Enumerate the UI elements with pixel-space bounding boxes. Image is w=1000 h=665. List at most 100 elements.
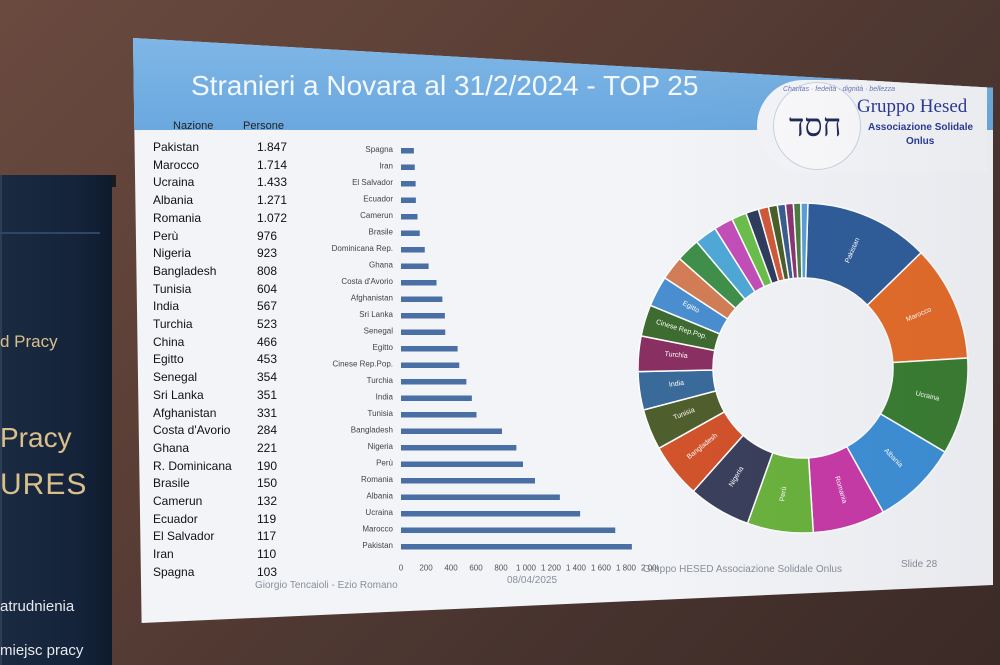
bar-category-label: Perù <box>376 459 393 468</box>
table-header-people: Persone <box>243 120 284 132</box>
table-row: Nigeria 923 <box>153 246 293 264</box>
footer-slide-number: Slide 28 <box>901 559 938 570</box>
bar-category-label: Tunisia <box>368 409 394 418</box>
bar <box>401 395 472 401</box>
table-cell-people: 604 <box>257 281 278 296</box>
logo-hebrew-text: חסד <box>789 106 842 144</box>
x-tick-label: 0 <box>399 564 404 573</box>
table-cell-people: 331 <box>257 405 278 420</box>
table-cell-people: 523 <box>257 317 278 331</box>
bar <box>401 445 517 451</box>
logo-ring-text: Charitas · fedeltà · dignità · bellezza <box>783 86 896 93</box>
table-row: Ucraina 1.433 <box>153 175 293 193</box>
table-cell-nation: India <box>153 299 180 314</box>
table-cell-people: 354 <box>257 370 278 385</box>
projected-slide: Stranieri a Novara al 31/2/2024 - TOP 25… <box>133 38 993 623</box>
rollup-banner <box>0 175 112 665</box>
table-cell-people: 1.433 <box>257 175 288 190</box>
table-row: Camerun 132 <box>153 494 293 512</box>
bar <box>401 197 416 203</box>
table-header-nation: Nazione <box>173 120 214 132</box>
table-cell-people: 117 <box>257 529 277 544</box>
banner-text-1: d Pracy <box>0 332 58 351</box>
table-row: Albania 1.271 <box>153 193 293 211</box>
slide-title: Stranieri a Novara al 31/2/2024 - TOP 25 <box>191 70 699 101</box>
table-row: Spagna 103 <box>153 565 293 583</box>
table-row: R. Dominicana 190 <box>153 459 293 477</box>
bar-category-label: Pakistan <box>362 541 393 550</box>
footer-date: 08/04/2025 <box>507 575 558 586</box>
bar <box>401 461 523 467</box>
x-tick-label: 1 400 <box>566 564 587 573</box>
table-cell-nation: Bangladesh <box>153 263 217 278</box>
bar <box>401 280 437 286</box>
bar-category-label: Afghanistan <box>351 294 393 303</box>
horizontal-bar-chart: Spagna Iran El Salvador Ecuador Camerun Brasi… <box>332 145 658 573</box>
org-subtitle-2: Onlus <box>906 136 935 147</box>
table-cell-people: 1.847 <box>257 140 288 154</box>
table-cell-people: 453 <box>257 352 278 367</box>
org-name: Gruppo Hesed <box>857 96 968 117</box>
table-cell-people: 190 <box>257 458 278 473</box>
table-cell-nation: Ucraina <box>153 175 195 190</box>
table-cell-nation: R. Dominicana <box>153 458 232 473</box>
table-cell-nation: Ghana <box>153 440 190 455</box>
bar <box>401 346 458 352</box>
table-row: El Salvador 117 <box>153 529 293 547</box>
bar <box>401 164 415 170</box>
bar <box>401 428 502 434</box>
table-row: Romania 1.072 <box>153 211 293 229</box>
bar <box>401 247 425 253</box>
bar-category-label: Egitto <box>373 343 394 352</box>
footer-org: Gruppo HESED Associazione Solidale Onlus <box>643 564 842 575</box>
bar-category-label: Nigeria <box>368 442 394 451</box>
bar-category-label: Ecuador <box>363 195 393 204</box>
bar-category-label: Iran <box>379 162 393 171</box>
table-cell-people: 976 <box>257 228 278 243</box>
x-tick-label: 800 <box>494 564 508 573</box>
x-tick-label: 600 <box>469 564 483 573</box>
table-cell-people: 132 <box>257 494 278 508</box>
table-row: Costa d'Avorio 284 <box>153 423 293 441</box>
table-cell-nation: Ecuador <box>153 511 198 526</box>
table-cell-nation: El Salvador <box>153 529 215 544</box>
table-row: Senegal 354 <box>153 370 293 388</box>
table-cell-nation: China <box>153 334 185 349</box>
org-subtitle-1: Associazione Solidale <box>868 122 974 133</box>
table-row: Ghana 221 <box>153 441 293 459</box>
table-cell-nation: Tunisia <box>153 281 192 296</box>
table-cell-nation: Pakistan <box>153 140 200 154</box>
table-row: Bangladesh 808 <box>153 264 293 282</box>
bar <box>401 214 418 220</box>
banner-text-4: atrudnienia <box>0 598 75 615</box>
bar-category-label: Ucraina <box>365 508 393 517</box>
banner-text-3: URES <box>0 468 88 501</box>
table-cell-people: 110 <box>257 547 277 562</box>
table-cell-nation: Senegal <box>153 370 198 385</box>
table-row: Egitto 453 <box>153 352 293 370</box>
donut-slice-label: India <box>669 380 685 389</box>
bar-category-label: Dominicana Rep. <box>332 244 393 253</box>
x-tick-label: 1 200 <box>541 564 562 573</box>
bar-category-label: Camerun <box>360 211 393 220</box>
table-cell-people: 1.072 <box>257 210 288 225</box>
bar <box>401 263 429 269</box>
table-cell-nation: Romania <box>153 210 202 225</box>
table-cell-nation: Egitto <box>153 352 184 367</box>
table-cell-nation: Iran <box>153 547 174 562</box>
bar <box>401 478 535 484</box>
bar-category-label: Ghana <box>369 261 394 270</box>
table-row: Sri Lanka 351 <box>153 388 293 406</box>
table-cell-people: 923 <box>257 246 278 261</box>
bar <box>401 313 445 319</box>
bar-category-label: Albania <box>366 492 393 501</box>
x-tick-label: 400 <box>444 564 458 573</box>
table-cell-people: 808 <box>257 263 278 278</box>
banner-text-2: Pracy <box>0 422 72 453</box>
bar-category-label: India <box>376 393 394 402</box>
banner-divider <box>0 232 100 234</box>
bar-category-label: Romania <box>361 475 394 484</box>
bar-category-label: Bangladesh <box>351 426 393 435</box>
bar <box>401 412 477 418</box>
bar-category-label: Brasile <box>369 228 394 237</box>
